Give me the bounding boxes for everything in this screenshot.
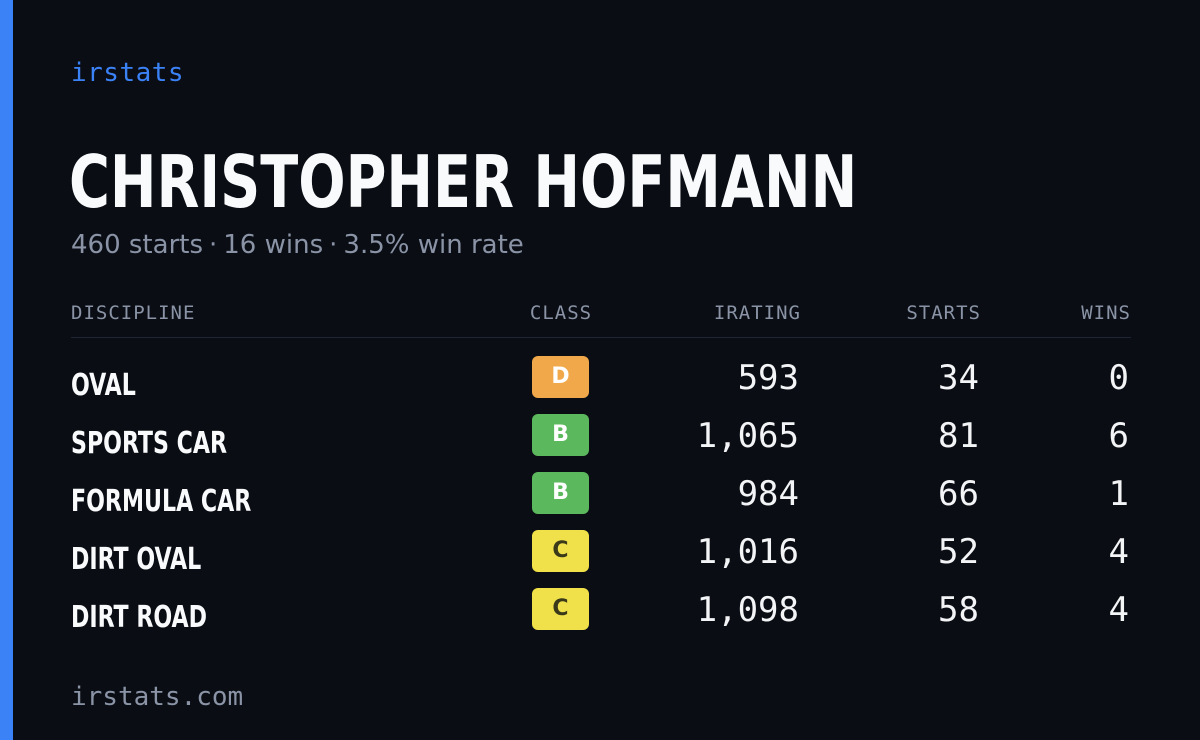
footer-url: irstats.com: [71, 682, 244, 712]
cell-wins: 1: [1108, 474, 1129, 514]
cell-discipline: OVAL: [71, 368, 136, 403]
header-starts: STARTS: [906, 302, 981, 324]
cell-starts: 81: [938, 416, 979, 456]
summary-winrate: 3.5% win rate: [343, 230, 524, 260]
class-badge: B: [532, 414, 589, 456]
cell-wins: 4: [1108, 532, 1129, 572]
cell-wins: 4: [1108, 590, 1129, 630]
table-row: DIRT OVAL C 1,016 52 4: [71, 528, 1131, 586]
cell-wins: 6: [1108, 416, 1129, 456]
cell-wins: 0: [1108, 358, 1129, 398]
table-row: FORMULA CAR B 984 66 1: [71, 470, 1131, 528]
table-row: OVAL D 593 34 0: [71, 354, 1131, 412]
summary-wins: 16 wins: [223, 230, 324, 260]
driver-name: CHRISTOPHER HOFMANN: [69, 140, 858, 224]
header-wins: WINS: [1081, 302, 1131, 324]
cell-irating: 1,098: [696, 590, 799, 630]
cell-irating: 1,065: [696, 416, 799, 456]
brand-logo-text: irstats: [71, 58, 185, 88]
accent-bar: [0, 0, 13, 740]
cell-irating: 984: [737, 474, 799, 514]
table-row: DIRT ROAD C 1,098 58 4: [71, 586, 1131, 644]
table-header: DISCIPLINE CLASS IRATING STARTS WINS: [71, 296, 1131, 338]
cell-discipline: DIRT OVAL: [71, 542, 202, 577]
summary-separator: ·: [329, 230, 338, 260]
table-body: OVAL D 593 34 0 SPORTS CAR B 1,065 81 6 FORMULA CA…: [71, 354, 1131, 644]
driver-summary: 460 starts · 16 wins · 3.5% win rate: [71, 230, 524, 260]
cell-irating: 1,016: [696, 532, 799, 572]
cell-starts: 58: [938, 590, 979, 630]
header-discipline: DISCIPLINE: [71, 302, 196, 324]
header-irating: IRATING: [713, 302, 801, 324]
cell-starts: 52: [938, 532, 979, 572]
cell-starts: 66: [938, 474, 979, 514]
class-badge: C: [532, 530, 589, 572]
ratings-table: DISCIPLINE CLASS IRATING STARTS WINS OVA…: [71, 296, 1131, 644]
class-badge: B: [532, 472, 589, 514]
cell-starts: 34: [938, 358, 979, 398]
cell-discipline: SPORTS CAR: [71, 426, 228, 461]
cell-irating: 593: [737, 358, 799, 398]
class-badge: C: [532, 588, 589, 630]
cell-discipline: DIRT ROAD: [71, 600, 208, 635]
header-class: CLASS: [529, 302, 593, 324]
class-badge: D: [532, 356, 589, 398]
cell-discipline: FORMULA CAR: [71, 484, 252, 519]
summary-separator: ·: [209, 230, 218, 260]
table-row: SPORTS CAR B 1,065 81 6: [71, 412, 1131, 470]
summary-starts: 460 starts: [71, 230, 203, 260]
